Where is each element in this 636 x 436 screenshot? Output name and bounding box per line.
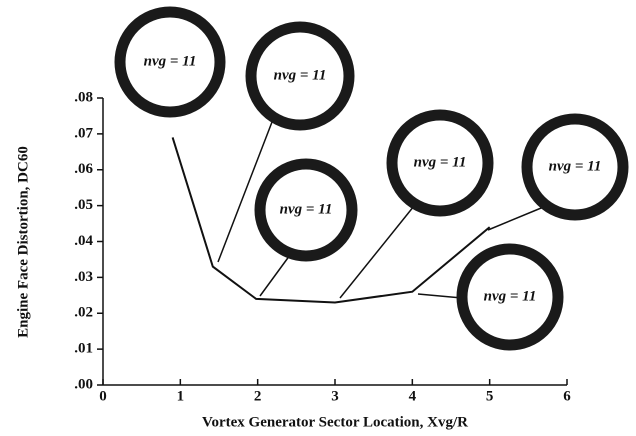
inset-label: nvg = 11 <box>484 288 537 304</box>
leader-line <box>259 254 291 297</box>
x-tick-label: 0 <box>99 388 107 404</box>
data-line <box>171 137 491 304</box>
inset-label: nvg = 11 <box>274 67 327 83</box>
insets <box>114 6 629 351</box>
x-tick-label: 3 <box>331 388 339 404</box>
x-tick-label: 5 <box>486 388 494 404</box>
y-tick-label: .04 <box>74 233 93 249</box>
x-axis-label: Vortex Generator Sector Location, Xvg/R <box>202 414 468 430</box>
y-tick-label: .00 <box>74 376 93 392</box>
y-axis-label: Engine Face Distortion, DC60 <box>15 146 31 338</box>
inset-circle <box>254 158 358 262</box>
inset-circle <box>245 21 355 131</box>
y-tick-label: .03 <box>74 269 93 285</box>
x-tick-label: 4 <box>409 388 417 404</box>
inset-circle <box>456 243 564 351</box>
inset-label: nvg = 11 <box>549 158 602 174</box>
x-tick-label: 2 <box>254 388 262 404</box>
x-tick-label: 6 <box>563 388 571 404</box>
leader-line <box>217 121 273 263</box>
leader-line <box>487 205 547 231</box>
inset-label: nvg = 11 <box>144 53 197 69</box>
inset-circle <box>386 109 494 217</box>
y-tick-label: .01 <box>74 341 93 357</box>
inset-circle <box>114 6 226 118</box>
inset-label: nvg = 11 <box>414 154 467 170</box>
y-tick-label: .06 <box>74 161 93 177</box>
inset-label: nvg = 11 <box>280 201 333 217</box>
y-tick-label: .05 <box>74 197 93 213</box>
y-tick-label: .02 <box>74 305 93 321</box>
leader-line <box>417 293 463 299</box>
inset-circle <box>521 113 629 221</box>
y-tick-label: .08 <box>74 89 93 105</box>
leader-line <box>339 205 415 299</box>
y-tick-label: .07 <box>74 125 93 141</box>
x-tick-label: 1 <box>177 388 185 404</box>
